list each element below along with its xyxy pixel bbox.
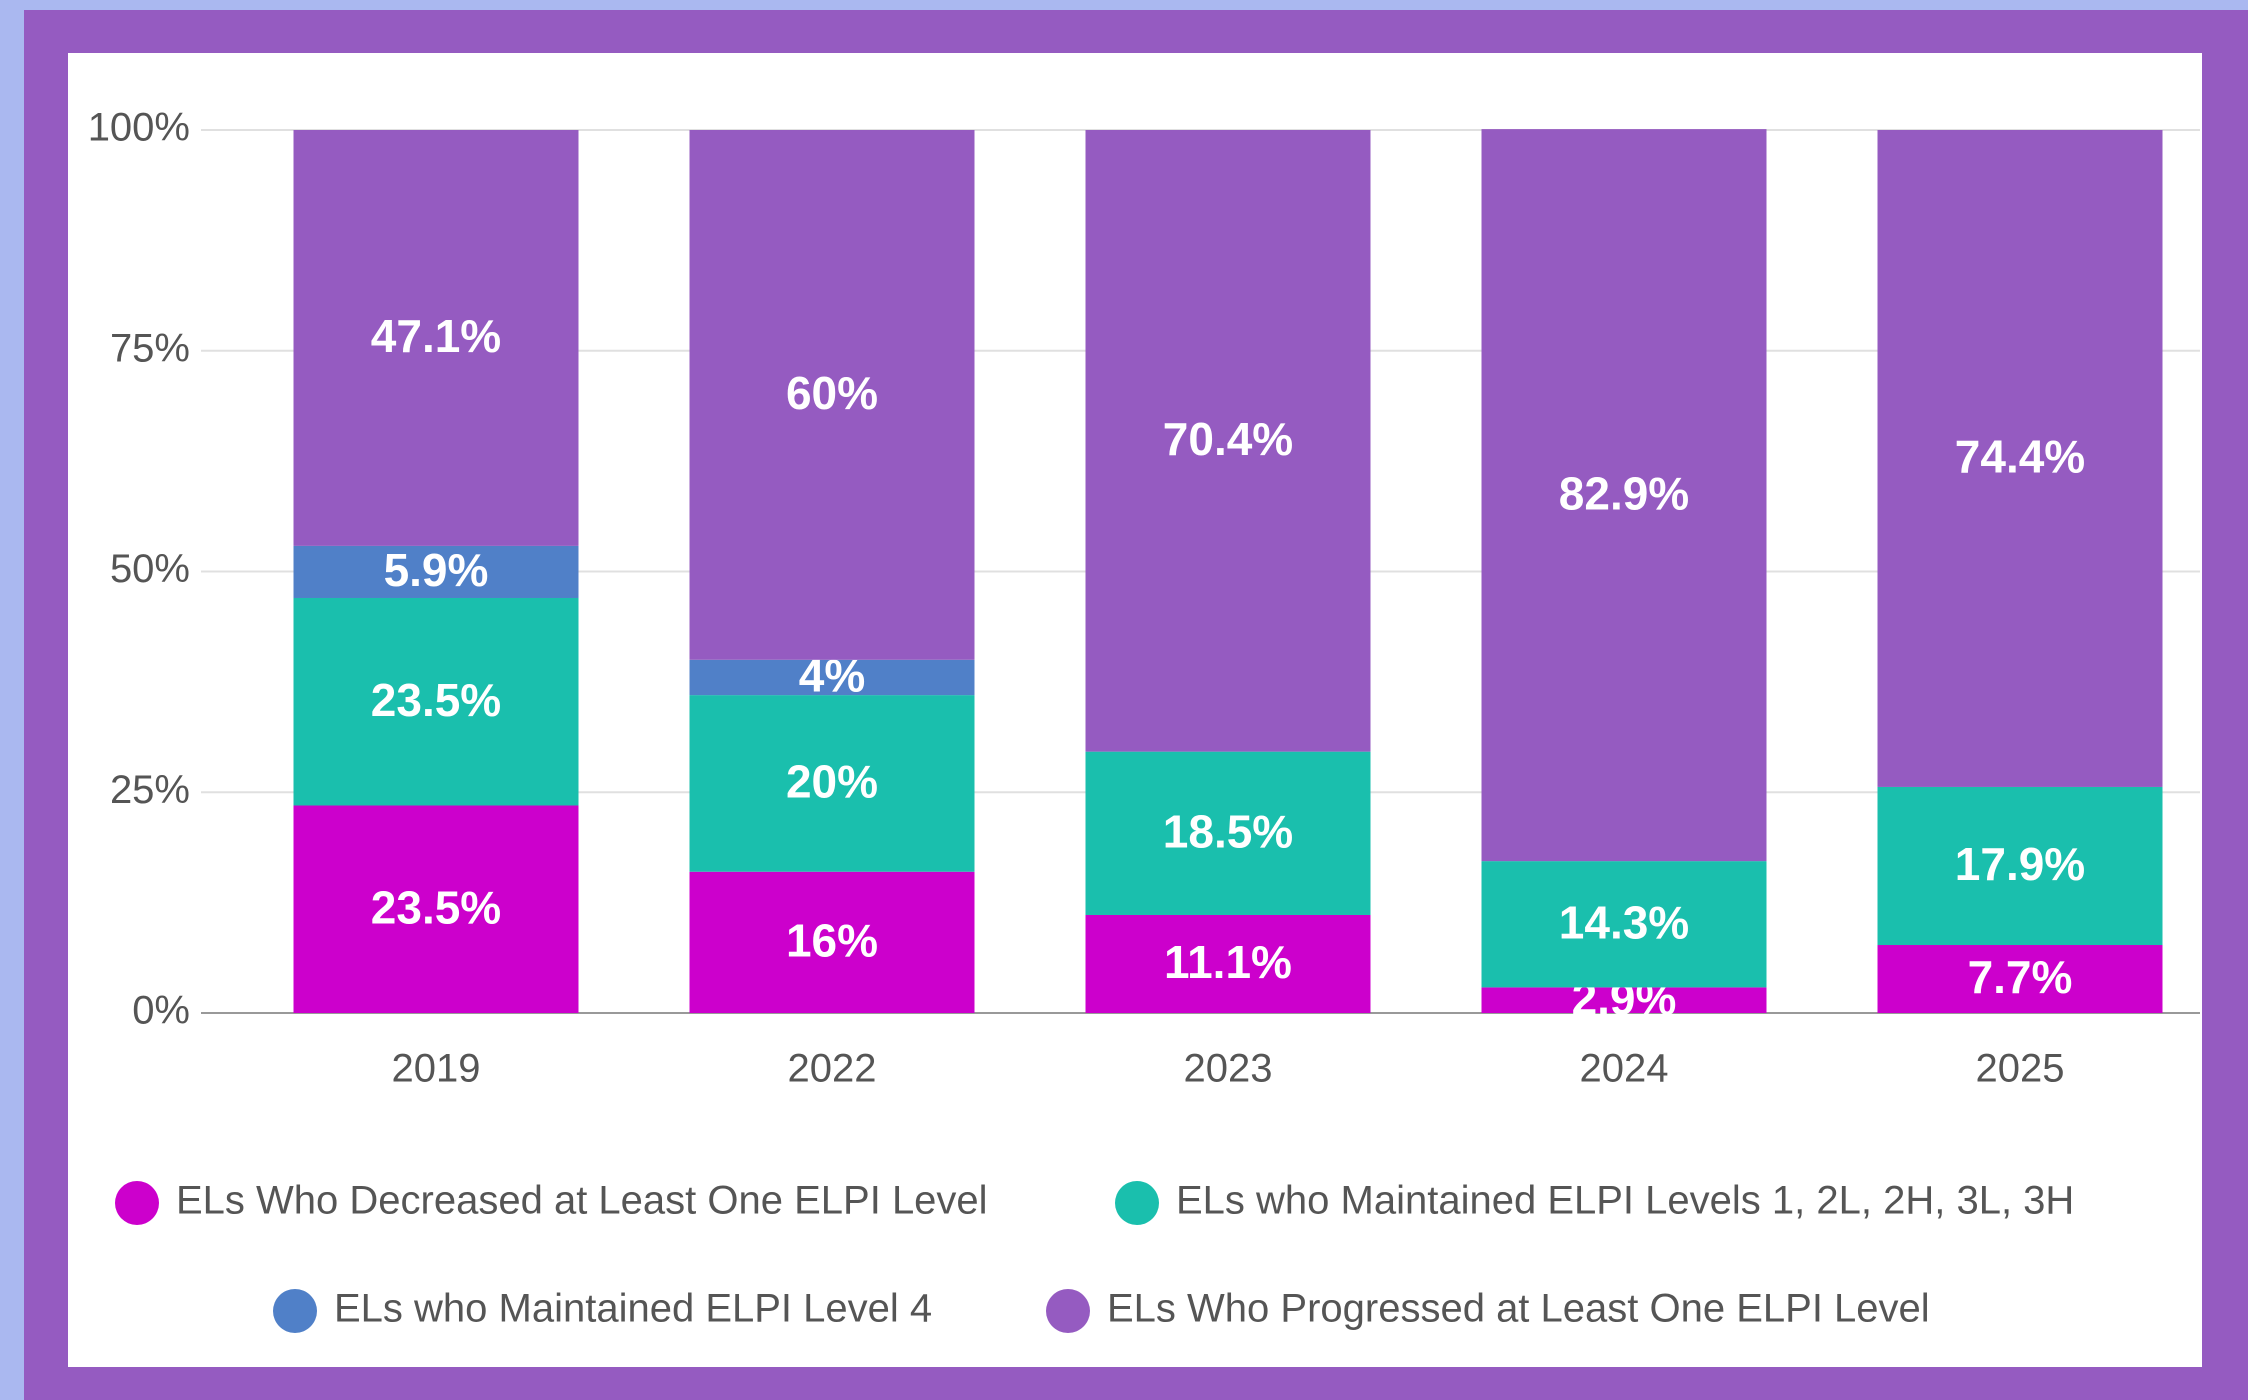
data-label: 7.7%	[1968, 951, 2073, 1003]
x-tick-label: 2019	[392, 1047, 481, 1091]
data-label: 20%	[786, 756, 878, 808]
data-label: 5.9%	[384, 544, 489, 596]
legend-swatch	[1115, 1181, 1159, 1225]
bar-segment	[1877, 786, 2163, 946]
y-tick-label: 100%	[88, 106, 190, 150]
y-tick-label: 25%	[110, 768, 190, 812]
bar-segment	[293, 130, 579, 546]
legend-label: ELs Who Progressed at Least One ELPI Lev…	[1107, 1287, 1930, 1331]
data-label: 16%	[786, 915, 878, 967]
bar-segment	[689, 871, 975, 1013]
bar-segment	[1481, 129, 1767, 862]
x-tick-label: 2022	[788, 1047, 877, 1091]
bar-segment	[689, 659, 975, 696]
data-label: 11.1%	[1164, 936, 1292, 988]
bar-segment	[293, 597, 579, 806]
bar-segment	[1481, 987, 1767, 1013]
bar-segment	[689, 130, 975, 660]
data-label: 70.4%	[1163, 413, 1293, 465]
data-label: 14.3%	[1559, 896, 1689, 948]
data-label: 17.9%	[1955, 838, 2085, 890]
y-tick-label: 75%	[110, 326, 190, 370]
bar-segment	[1085, 751, 1371, 915]
data-label: 82.9%	[1559, 467, 1689, 519]
x-tick-label: 2025	[1976, 1047, 2065, 1091]
legend-label: ELs who Maintained ELPI Level 4	[334, 1287, 932, 1331]
legend-label: ELs Who Decreased at Least One ELPI Leve…	[176, 1179, 988, 1223]
bar-segment	[1085, 914, 1371, 1013]
data-label: 23.5%	[371, 881, 501, 933]
data-label: 60%	[786, 367, 878, 419]
y-tick-label: 50%	[110, 547, 190, 591]
bar-segment	[1877, 130, 2163, 787]
legend-label: ELs who Maintained ELPI Levels 1, 2L, 2H…	[1176, 1179, 2074, 1223]
data-label: 23.5%	[371, 674, 501, 726]
x-tick-label: 2023	[1184, 1047, 1273, 1091]
data-label: 47.1%	[371, 310, 501, 362]
y-tick-label: 0%	[132, 989, 190, 1033]
bar-segment	[293, 805, 579, 1013]
bar-segment	[689, 695, 975, 872]
data-label: 74.4%	[1955, 431, 2085, 483]
bar-segment	[1481, 861, 1767, 988]
bar-segment	[1877, 945, 2163, 1013]
x-tick-label: 2024	[1580, 1047, 1669, 1091]
data-label: 18.5%	[1163, 805, 1293, 857]
legend-swatch	[1046, 1289, 1090, 1333]
legend-swatch	[273, 1289, 317, 1333]
bar-segment	[1085, 130, 1371, 752]
legend-swatch	[115, 1181, 159, 1225]
bar-segment	[293, 545, 579, 598]
